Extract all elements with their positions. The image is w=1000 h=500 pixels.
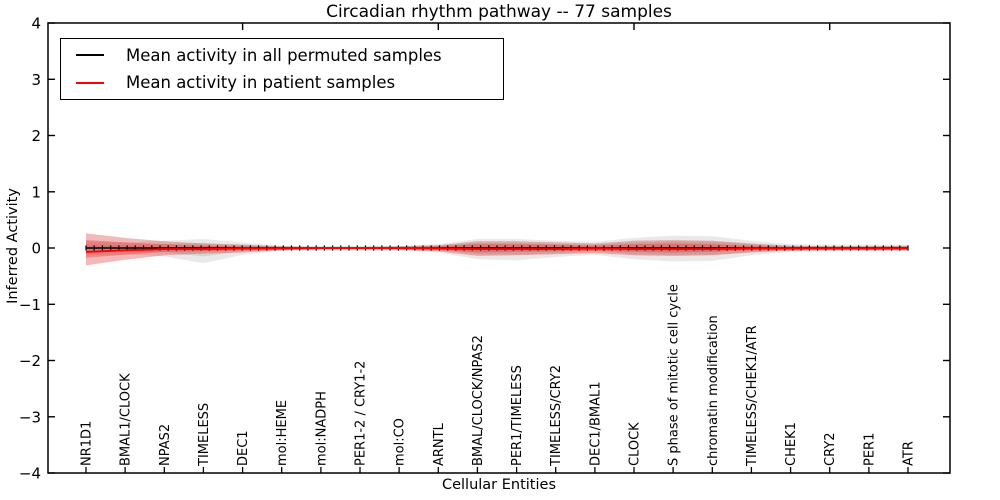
legend: Mean activity in all permuted samples Me… <box>60 38 504 100</box>
chart-title: Circadian rhythm pathway -- 77 samples <box>326 2 672 22</box>
x-tick-label: NPAS2 <box>158 424 173 466</box>
y-tick-label: 2 <box>31 127 41 145</box>
x-tick-label: mol:NADPH <box>314 391 329 466</box>
y-tick-label: 4 <box>31 15 41 33</box>
x-tick-label: PER1 <box>862 433 877 466</box>
legend-label-permuted: Mean activity in all permuted samples <box>126 45 442 65</box>
x-tick-label: PER1-2 / CRY1-2 <box>354 361 369 466</box>
x-tick-label: CLOCK <box>628 422 643 466</box>
black-line-sample-icon <box>76 54 104 57</box>
y-tick-label: 0 <box>31 240 41 258</box>
legend-entry-patient: Mean activity in patient samples <box>76 70 503 96</box>
x-tick-label: mol:CO <box>393 418 408 466</box>
x-tick-label: CHEK1 <box>784 422 799 466</box>
y-axis-label: Inferred Activity <box>5 188 21 304</box>
x-tick-label: TIMELESS <box>197 403 212 467</box>
x-tick-label: ARNTL <box>432 422 447 466</box>
x-tick-label: BMAL1/CLOCK <box>119 373 134 466</box>
x-tick-label: chromatin modification <box>706 315 721 466</box>
x-tick-label: S phase of mitotic cell cycle <box>667 284 682 466</box>
y-tick-label: −1 <box>19 296 41 314</box>
x-tick-label: PER1/TIMELESS <box>510 365 525 466</box>
x-tick-label: mol:HEME <box>275 400 290 466</box>
x-axis-label: Cellular Entities <box>441 477 557 493</box>
patient-mean-line <box>85 247 908 253</box>
legend-entry-permuted: Mean activity in all permuted samples <box>76 42 503 68</box>
x-tick-label: BMAL/CLOCK/NPAS2 <box>471 335 486 466</box>
y-tick-label: −4 <box>19 465 41 483</box>
x-tick-label: TIMELESS/CHEK1/ATR <box>745 325 760 467</box>
y-tick-label: −2 <box>19 352 41 370</box>
y-tick-label: 1 <box>31 183 41 201</box>
x-tick-label: DEC1 <box>236 430 251 466</box>
x-tick-label: DEC1/BMAL1 <box>588 382 603 467</box>
x-tick-label: NR1D1 <box>80 421 95 466</box>
x-tick-label: CRY2 <box>823 433 838 467</box>
legend-label-patient: Mean activity in patient samples <box>126 73 396 93</box>
y-tick-label: −3 <box>19 408 41 426</box>
x-tick-label: TIMELESS/CRY2 <box>549 365 564 467</box>
red-line-sample-icon <box>76 81 104 84</box>
y-tick-label: 3 <box>31 71 41 89</box>
x-tick-label: ATR <box>902 441 917 466</box>
